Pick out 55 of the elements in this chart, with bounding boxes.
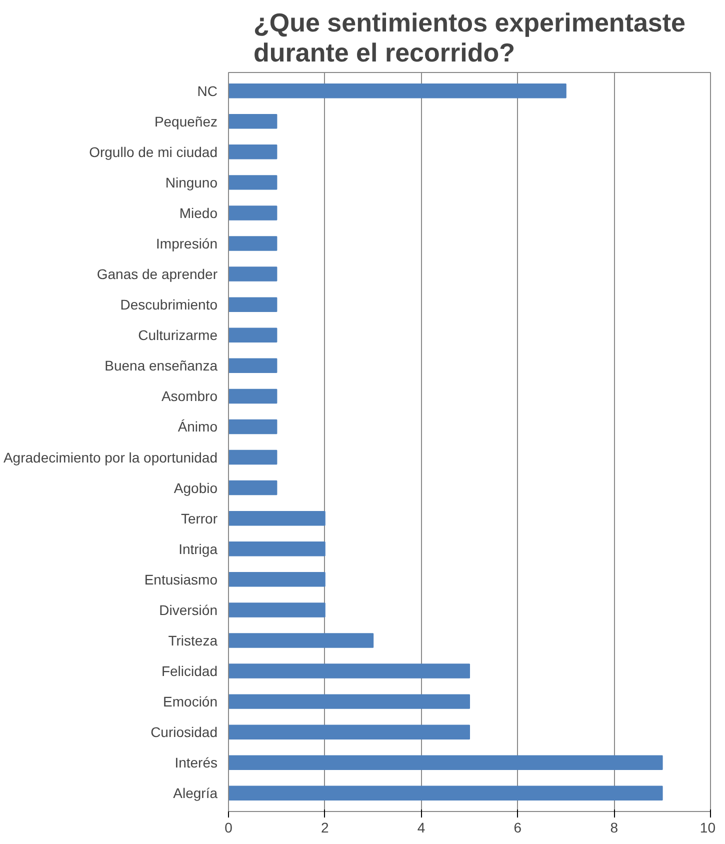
bar [228,236,278,251]
bar [228,602,326,618]
bar [228,297,278,312]
bar [228,480,278,496]
bar [228,419,278,434]
bar [228,328,278,342]
bar [228,83,566,98]
y-tick-label: Culturizarme [138,327,218,344]
y-tick-label: Buena enseñanza [104,358,218,374]
x-tick-label: 0 [224,820,233,836]
y-tick-label: Descubrimiento [120,296,218,313]
bar [228,664,470,678]
bar [228,358,278,374]
y-tick-label: NC [197,82,218,99]
bar [228,114,278,129]
bar [228,206,278,220]
y-tick-label: Alegría [173,785,218,802]
y-tick-label: Intriga [178,540,218,557]
y-tick-label: Agobio [174,480,218,496]
bar [228,266,278,282]
x-tick-label: 4 [417,820,426,836]
bar [228,633,374,648]
y-tick-label: Orgullo de mi ciudad [89,144,218,160]
y-tick-label: Entusiasmo [144,571,218,588]
y-tick-label: Curiosidad [150,724,218,740]
y-tick-label: Agradecimiento por la oportunidad [3,449,218,466]
y-tick-label: Emoción [163,694,218,710]
bar [228,694,470,709]
bar [228,786,663,801]
y-tick-label: Impresión [156,236,218,252]
y-tick-label: Miedo [179,204,218,221]
x-tick-label: 6 [514,820,522,836]
bar [228,510,326,526]
y-tick-label: Terror [180,510,218,526]
bar [228,724,470,740]
x-tick-label: 2 [321,820,330,836]
bar [228,572,326,587]
bar [228,175,278,190]
bar [228,755,663,770]
x-tick-label: 10 [700,820,716,836]
y-tick-label: Asombro [161,388,218,404]
y-tick-label: Ninguno [165,174,218,190]
bar [228,450,278,465]
bar [228,542,326,556]
y-tick-label: Pequeñez [154,113,218,130]
y-tick-label: Interés [174,754,218,771]
y-tick-label: Ganas de aprender [96,266,218,282]
y-tick-label: Ánimo [178,418,218,435]
bar [228,144,278,160]
y-tick-label: Tristeza [168,632,218,648]
chart-title: ¿Que sentimientos experimentaste durante el recorrido? [253,8,686,68]
y-tick-label: Diversión [159,602,218,618]
y-tick-label: Felicidad [161,663,218,680]
x-tick-label: 8 [610,820,618,836]
bar [228,388,278,404]
